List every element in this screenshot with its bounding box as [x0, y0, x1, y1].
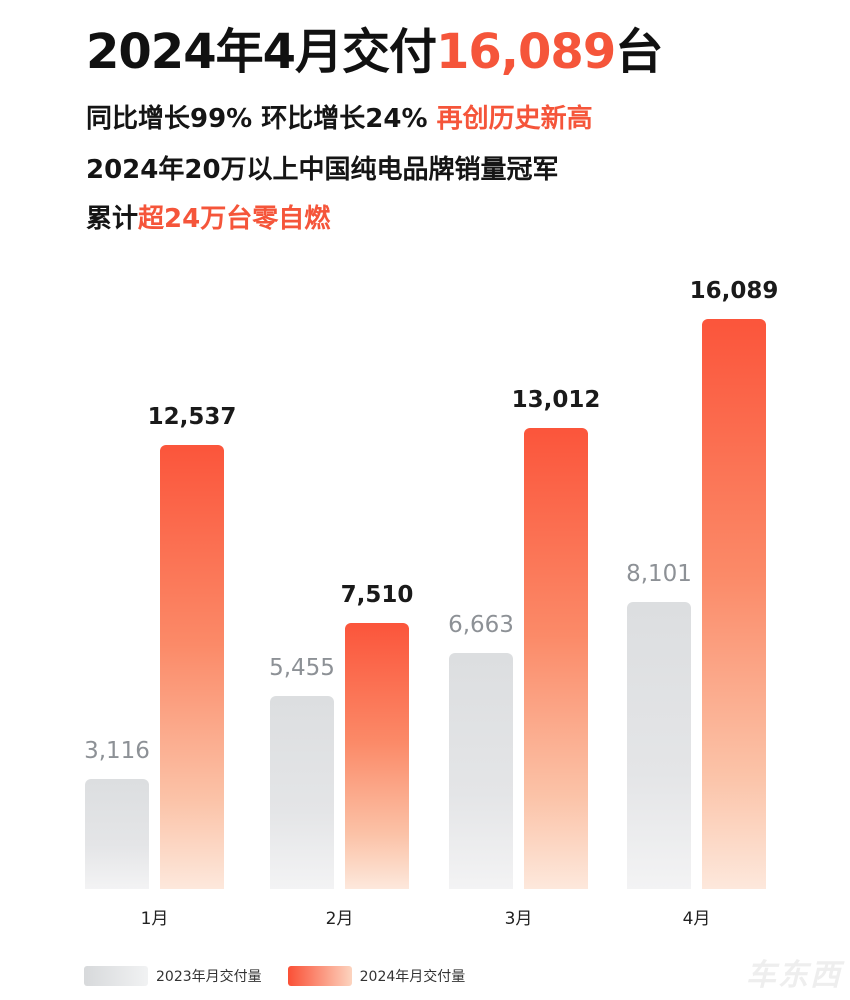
legend-label-2024: 2024年月交付量: [359, 969, 466, 985]
bar-2024-3: [524, 428, 588, 889]
title-prefix: 2024年4月交付: [86, 24, 437, 80]
x-axis-label-2: 2月: [325, 909, 354, 929]
value-label-2024-4: 16,089: [689, 278, 779, 304]
value-label-2023-1: 3,116: [84, 738, 150, 764]
legend-item-2023: 2023年月交付量: [84, 966, 262, 986]
value-label-2023-4: 8,101: [626, 561, 692, 587]
legend-swatch-2024: [287, 966, 352, 986]
bar-2023-2: [270, 696, 334, 889]
page-title: 2024年4月交付16,089台: [86, 22, 663, 82]
subtitle-growth: 同比增长99% 环比增长24% 再创历史新高: [86, 101, 593, 137]
safety-highlight: 超24万台零自燃: [138, 204, 331, 234]
legend-item-2024: 2024年月交付量: [287, 966, 466, 986]
x-axis-label-3: 3月: [504, 909, 533, 929]
legend-swatch-2023: [84, 966, 148, 986]
value-label-2023-2: 5,455: [269, 655, 335, 681]
bar-2023-3: [449, 653, 513, 889]
watermark-logo: 车东西: [746, 958, 842, 993]
legend-label-2023: 2023年月交付量: [156, 969, 262, 985]
growth-text: 同比增长99% 环比增长24%: [86, 104, 437, 134]
title-suffix: 台: [615, 24, 663, 80]
value-label-2024-2: 7,510: [340, 582, 414, 608]
bar-2024-1: [160, 445, 224, 889]
bar-2023-4: [627, 602, 691, 889]
bar-2024-4: [702, 319, 766, 889]
record-high-text: 再创历史新高: [436, 104, 593, 134]
bar-2024-2: [345, 623, 409, 889]
x-axis-label-4: 4月: [682, 909, 711, 929]
chart-legend: 2023年月交付量 2024年月交付量: [84, 966, 491, 986]
subtitle-safety: 累计超24万台零自燃: [86, 201, 330, 237]
x-axis-label-1: 1月: [140, 909, 169, 929]
bar-2023-1: [85, 779, 149, 889]
value-label-2024-3: 13,012: [511, 387, 601, 413]
subtitle-champion: 2024年20万以上中国纯电品牌销量冠军: [86, 155, 559, 185]
value-label-2024-1: 12,537: [147, 404, 237, 430]
title-highlight: 16,089: [436, 24, 616, 80]
value-label-2023-3: 6,663: [448, 612, 514, 638]
cumulative-label: 累计: [86, 204, 139, 234]
